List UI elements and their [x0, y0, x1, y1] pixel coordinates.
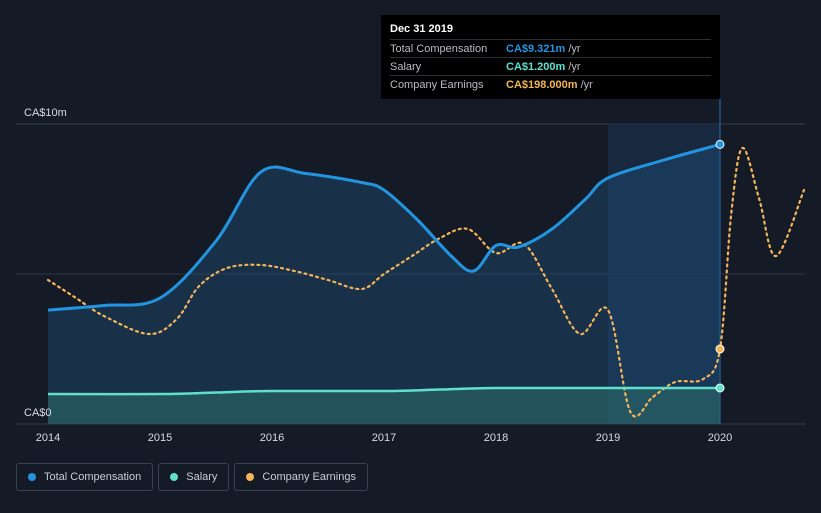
total-compensation-marker [715, 139, 725, 149]
tooltip-date: Dec 31 2019 [390, 23, 453, 35]
salary-area [48, 387, 720, 424]
tooltip-label: Total Compensation [390, 42, 488, 55]
chart-legend: Total Compensation Salary Company Earnin… [16, 463, 368, 491]
tooltip-label: Salary [390, 60, 422, 73]
tooltip-unit: /yr [568, 60, 581, 73]
x-tick-label: 2018 [484, 432, 508, 444]
y-label-min: CA$0 [24, 407, 52, 419]
tooltip-label: Company Earnings [390, 78, 484, 91]
x-tick-label: 2014 [36, 432, 60, 444]
legend-item-salary[interactable]: Salary [158, 463, 230, 491]
legend-item-total-compensation[interactable]: Total Compensation [16, 463, 154, 491]
salary-line [47, 386, 720, 396]
company-earnings-marker [715, 344, 725, 354]
tooltip-row-company-earnings: Company Earnings CA$198.000m /yr [390, 75, 711, 93]
salary-marker [715, 383, 725, 393]
total-compensation-line [47, 142, 721, 312]
tooltip-row-salary: Salary CA$1.200m /yr [390, 57, 711, 75]
legend-item-company-earnings[interactable]: Company Earnings [234, 463, 368, 491]
company-earnings-line [46, 146, 806, 418]
tooltip-unit: /yr [580, 78, 593, 91]
x-tick-label: 2020 [708, 432, 732, 444]
x-tick-label: 2015 [148, 432, 172, 444]
legend-label: Company Earnings [262, 471, 356, 483]
legend-label: Salary [186, 471, 218, 483]
total-compensation-area [48, 144, 720, 424]
x-tick-label: 2016 [260, 432, 284, 444]
x-tick-label: 2019 [596, 432, 620, 444]
chart-tooltip: Dec 31 2019 Total Compensation CA$9.321m… [381, 15, 720, 99]
tooltip-value: CA$9.321m [506, 42, 566, 55]
tooltip-unit: /yr [568, 42, 581, 55]
salary-dot-icon [170, 473, 179, 481]
tooltip-row-total-compensation: Total Compensation CA$9.321m /yr [390, 39, 711, 57]
highlight-band [608, 124, 720, 424]
x-tick-label: 2017 [372, 432, 396, 444]
y-label-max: CA$10m [24, 107, 67, 119]
total-compensation-dot-icon [28, 473, 36, 481]
company-earnings-dot-icon [246, 473, 255, 481]
tooltip-value: CA$1.200m [506, 60, 566, 73]
legend-label: Total Compensation [44, 471, 142, 483]
tooltip-value: CA$198.000m [506, 78, 578, 91]
